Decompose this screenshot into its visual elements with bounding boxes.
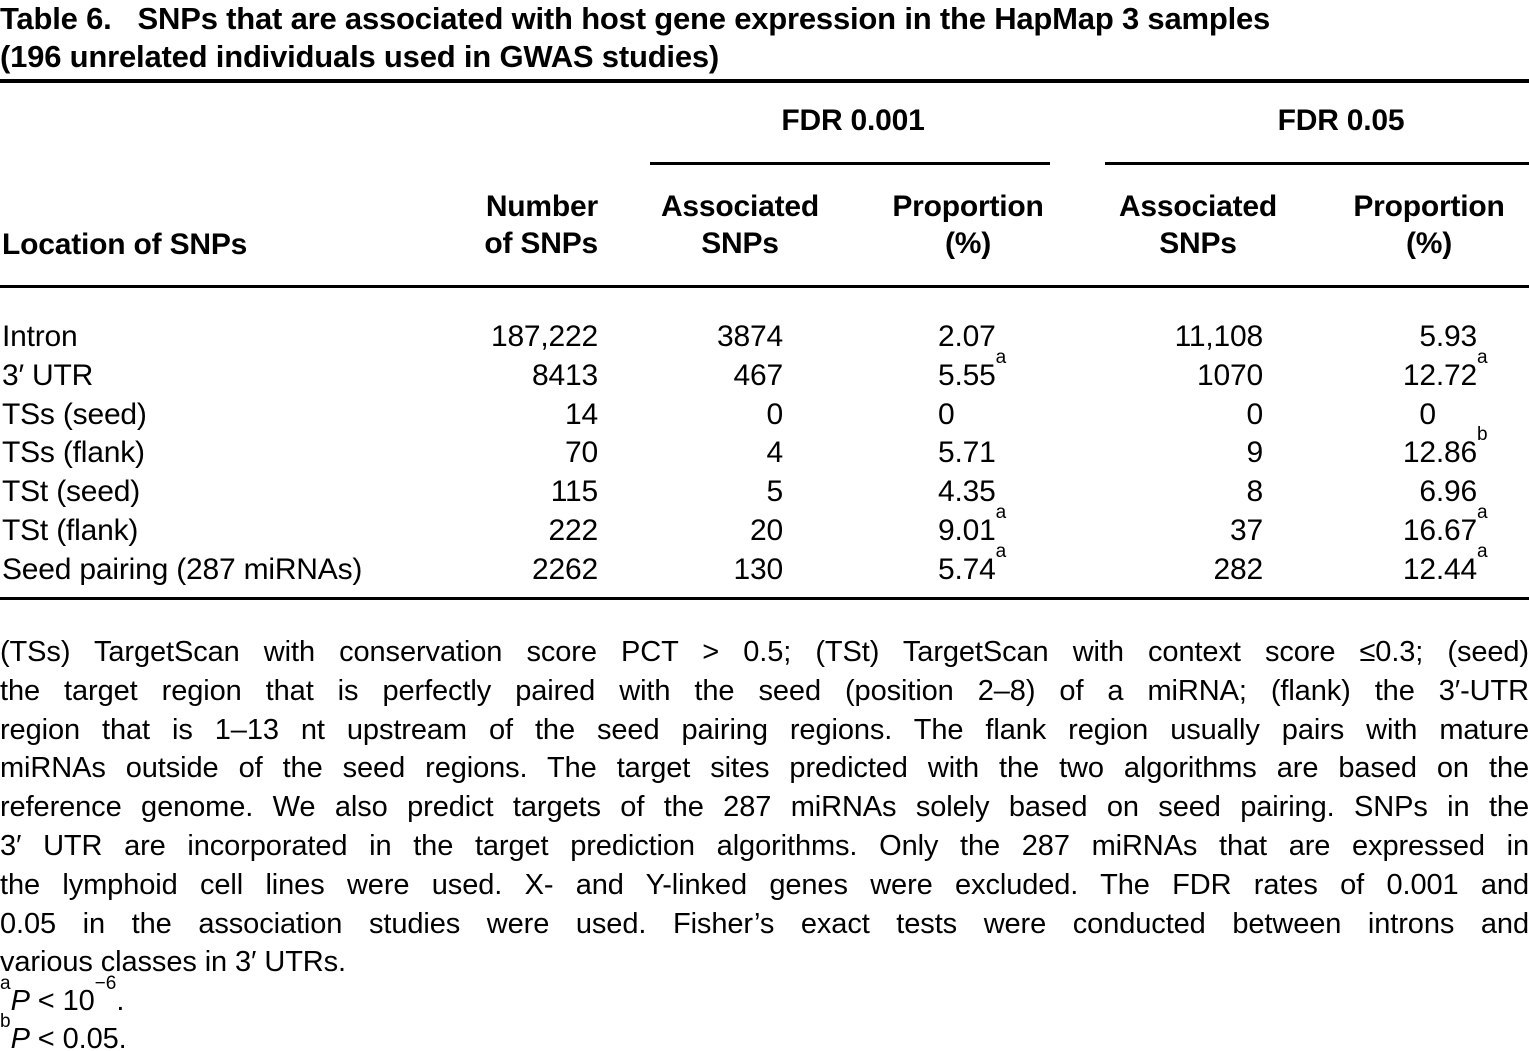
table-row: TSs (seed) 14 0 0 0 0.00 xyxy=(0,396,1529,435)
table-caption-line1: Table 6. SNPs that are associated with ho… xyxy=(0,0,1270,38)
cell-assoc-fdr005: 8 xyxy=(1246,475,1264,509)
footnote-marker: b xyxy=(1477,424,1488,446)
note-line: reference genome. We also predict target… xyxy=(0,791,1529,824)
cell-number: 115 xyxy=(550,475,598,509)
rule-header-bottom xyxy=(0,285,1529,288)
cell-prop-fdr005: 12.86 b xyxy=(1402,424,1488,470)
note-line: region that is 1–13 nt upstream of the s… xyxy=(0,713,1529,746)
note-line: the target region that is perfectly pair… xyxy=(0,674,1529,707)
table-row: Intron 187,222 3874 2.07 11,108 5.93 xyxy=(0,318,1529,357)
footnote-marker: a xyxy=(995,540,1007,562)
table-caption-text: SNPs that are associated with host gene … xyxy=(137,1,1271,36)
rule-under-fdr-005 xyxy=(1105,162,1529,165)
col-header-proportion-fdr0001: Proportion (%) xyxy=(892,190,1044,260)
cell-prop-fdr0001: 4.35 xyxy=(938,475,996,509)
footnote-marker: a xyxy=(995,346,1007,368)
table-row: TSt (seed) 115 5 4.35 8 6.96 xyxy=(0,473,1529,512)
cell-assoc-fdr0001: 130 xyxy=(733,552,784,586)
cell-location: 3′ UTR xyxy=(2,358,94,392)
note-line: (TSs) TargetScan with conservation score… xyxy=(0,636,1529,668)
cell-assoc-fdr0001: 20 xyxy=(750,513,783,547)
cell-prop-fdr0001: 5.71 xyxy=(938,436,996,470)
col-header-location: Location of SNPs xyxy=(2,228,248,261)
cell-prop-fdr005: 0.00 xyxy=(1419,397,1436,431)
rule-under-fdr-0001 xyxy=(650,162,1050,165)
cell-number: 70 xyxy=(565,436,598,470)
cell-assoc-fdr005: 282 xyxy=(1213,552,1264,586)
cell-number: 14 xyxy=(565,397,598,431)
note-line: the lymphoid cell lines were used. X- an… xyxy=(0,868,1529,901)
cell-location: TSs (seed) xyxy=(2,397,147,431)
cell-prop-fdr0001: 0 xyxy=(938,397,955,431)
footnote-b: bP < 0.05. xyxy=(0,1010,127,1051)
footnote-marker: a xyxy=(1477,540,1488,562)
cell-assoc-fdr0001: 0 xyxy=(766,397,784,431)
cell-location: Intron xyxy=(2,320,78,353)
cell-location: TSs (flank) xyxy=(2,436,145,470)
note-line: various classes in 3′ UTRs. xyxy=(0,946,347,979)
cell-location: TSt (flank) xyxy=(2,513,139,547)
note-line: miRNAs outside of the seed regions. The … xyxy=(0,752,1529,785)
rule-data-bottom xyxy=(0,597,1529,600)
col-header-number-of-snps: Number of SNPs xyxy=(484,190,598,260)
cell-prop-fdr0001: 2.07 xyxy=(938,320,996,353)
note-line: 3′ UTR are incorporated in the target pr… xyxy=(0,829,1529,862)
table-number-label: Table 6. xyxy=(0,1,112,36)
cell-location: Seed pairing (287 miRNAs) xyxy=(2,552,363,586)
cell-assoc-fdr0001: 5 xyxy=(766,475,784,509)
cell-assoc-fdr0001: 467 xyxy=(733,358,784,392)
table-row: TSs (flank) 70 4 5.71 9 12.86 b xyxy=(0,424,1529,473)
table-caption: Table 6. SNPs that are associated with ho… xyxy=(0,0,1270,76)
cell-assoc-fdr005: 11,108 xyxy=(1174,320,1264,353)
col-header-associated-snps-fdr005: Associated SNPs xyxy=(1118,190,1278,260)
cell-prop-fdr005: 16.67 a xyxy=(1402,501,1488,547)
cell-assoc-fdr005: 37 xyxy=(1230,513,1263,547)
footnote-b-marker: b xyxy=(0,1010,11,1032)
cell-prop-fdr0001: 9.01a xyxy=(938,501,1007,547)
cell-location: TSt (seed) xyxy=(2,475,141,509)
cell-assoc-fdr0001: 3874 xyxy=(717,320,783,353)
cell-prop-fdr005: 12.72 a xyxy=(1402,346,1488,392)
cell-prop-fdr0001: 5.55a xyxy=(938,346,1007,392)
cell-assoc-fdr0001: 4 xyxy=(766,436,784,470)
group-header-fdr-0001: FDR 0.001 xyxy=(781,104,925,137)
cell-prop-fdr005: 6.96 xyxy=(1419,475,1477,509)
cell-number: 222 xyxy=(548,513,599,547)
cell-prop-fdr005: 12.44 a xyxy=(1402,540,1488,586)
table-body: Intron 187,222 3874 2.07 11,108 5.93 3′ … xyxy=(0,318,1529,590)
note-line: 0.05 in the association studies were use… xyxy=(0,907,1529,940)
cell-prop-fdr0001: 5.74a xyxy=(938,540,1007,586)
footnote-a-exponent: −6 xyxy=(94,972,117,994)
table-notes: (TSs) TargetScan with conservation score… xyxy=(0,633,1529,1051)
rule-top xyxy=(0,79,1529,83)
table-row: Seed pairing (287 miRNAs) 2262 130 5.74a… xyxy=(0,540,1529,590)
footnote-a: aP < 10−6. xyxy=(0,972,125,1018)
group-header-fdr-005: FDR 0.05 xyxy=(1277,104,1405,137)
cell-assoc-fdr005: 0 xyxy=(1246,397,1264,431)
col-header-associated-snps-fdr0001: Associated SNPs xyxy=(660,190,820,260)
table-row: TSt (flank) 222 20 9.01a 37 16.67 a xyxy=(0,501,1529,551)
cell-assoc-fdr005: 1070 xyxy=(1197,358,1263,392)
cell-number: 187,222 xyxy=(490,320,598,353)
footnote-marker: a xyxy=(1477,501,1488,523)
table-caption-line2: (196 unrelated individuals used in GWAS … xyxy=(0,39,720,74)
col-header-proportion-fdr005: Proportion (%) xyxy=(1353,190,1505,260)
footnote-marker: a xyxy=(995,501,1007,523)
cell-number: 8413 xyxy=(532,358,598,392)
footnote-a-marker: a xyxy=(0,972,11,994)
cell-prop-fdr005: 5.93 xyxy=(1419,320,1477,353)
footnote-marker: a xyxy=(1477,346,1488,368)
table-row: 3′ UTR 8413 467 5.55a 1070 12.72 a xyxy=(0,346,1529,396)
cell-number: 2262 xyxy=(532,552,598,586)
cell-assoc-fdr005: 9 xyxy=(1246,436,1264,470)
